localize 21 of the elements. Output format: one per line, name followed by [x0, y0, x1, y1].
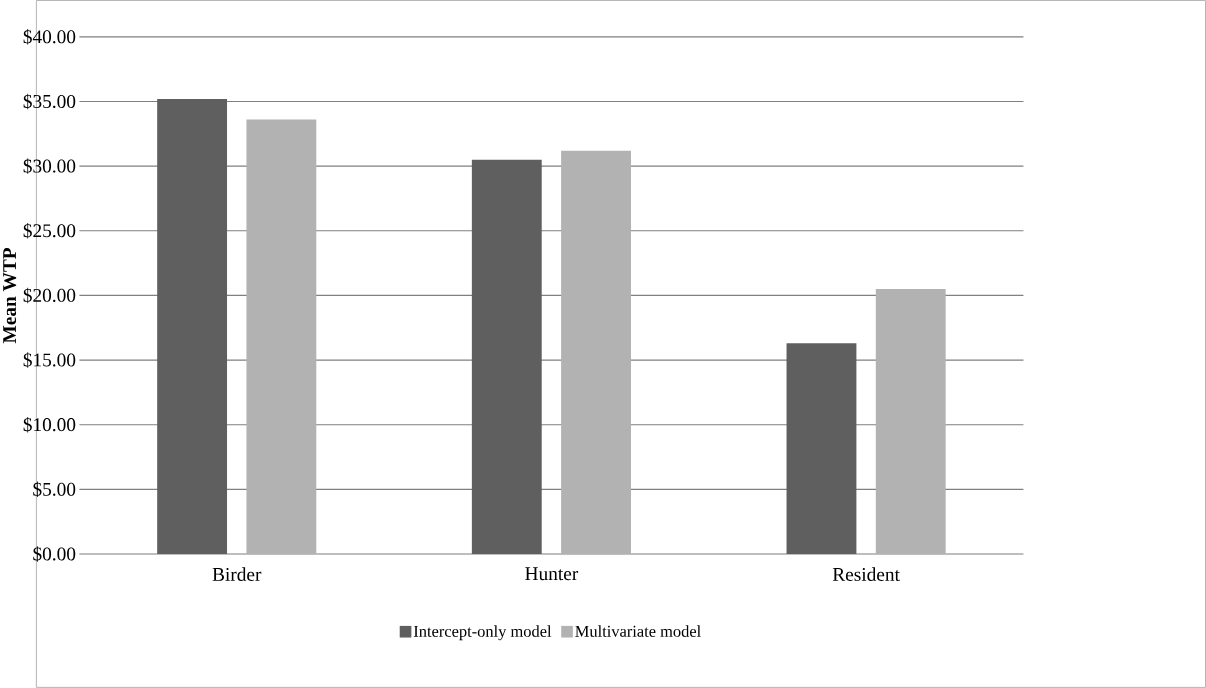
- legend-label: Multivariate model: [575, 625, 701, 637]
- y-tick-label: $40.00: [23, 29, 76, 45]
- bar: [471, 159, 542, 555]
- bar: [246, 119, 317, 555]
- y-tick-label: $35.00: [23, 93, 76, 110]
- y-tick-label: $0.00: [33, 546, 76, 562]
- y-axis-title: Mean WTP: [3, 247, 17, 344]
- x-tick-label: Birder: [212, 567, 262, 581]
- legend-label: Intercept-only model: [413, 625, 552, 641]
- y-tick-label: $10.00: [23, 417, 76, 433]
- bar: [786, 343, 857, 555]
- bar: [561, 150, 631, 555]
- y-tick-label: $15.00: [23, 352, 76, 368]
- x-tick-label: Resident: [832, 567, 900, 581]
- bar: [875, 289, 946, 555]
- y-tick-label: $5.00: [33, 481, 76, 498]
- x-tick-label: Hunter: [525, 567, 579, 581]
- y-tick-label: $30.00: [23, 158, 76, 174]
- bar: [157, 98, 228, 555]
- y-tick-label: $25.00: [23, 223, 76, 239]
- y-tick-label: $20.00: [23, 287, 76, 304]
